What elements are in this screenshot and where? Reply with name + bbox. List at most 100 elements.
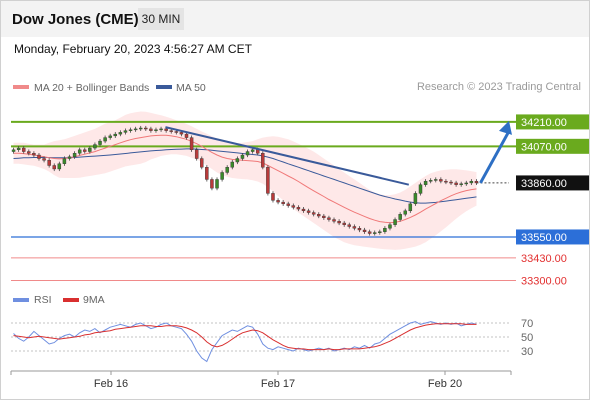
candle-body bbox=[21, 147, 26, 152]
candle bbox=[230, 159, 235, 170]
candle-body bbox=[27, 151, 31, 154]
candle bbox=[67, 154, 72, 161]
candle-body bbox=[367, 231, 372, 234]
candle-body bbox=[434, 179, 438, 181]
candle-body bbox=[210, 179, 214, 189]
candle bbox=[322, 213, 326, 220]
candle-body bbox=[408, 203, 413, 212]
candle-body bbox=[159, 128, 163, 131]
candle-body bbox=[225, 167, 229, 173]
candle-body bbox=[189, 137, 194, 151]
candle-body bbox=[47, 160, 51, 166]
candle-body bbox=[454, 182, 458, 185]
copyright-label: Research © 2023 Trading Central bbox=[416, 81, 581, 93]
level-label-34210.00: 34210.00 bbox=[521, 117, 567, 129]
candle-body bbox=[444, 180, 448, 183]
candle-body bbox=[378, 231, 382, 233]
candle bbox=[98, 139, 102, 147]
candle bbox=[444, 179, 448, 185]
candle bbox=[11, 147, 16, 154]
candle bbox=[286, 201, 290, 208]
candle-body bbox=[459, 183, 463, 185]
candle-body bbox=[423, 180, 428, 185]
candle-body bbox=[67, 156, 72, 159]
candle bbox=[362, 227, 367, 234]
candle bbox=[296, 205, 301, 212]
candle-body bbox=[413, 193, 418, 205]
candle-body bbox=[57, 163, 62, 170]
candle bbox=[240, 152, 245, 161]
candle bbox=[357, 226, 362, 233]
candle bbox=[398, 212, 402, 222]
candle bbox=[281, 200, 285, 206]
candle-body bbox=[32, 153, 36, 156]
candle bbox=[88, 145, 92, 154]
candle-body bbox=[118, 132, 123, 135]
candle-body bbox=[72, 153, 77, 157]
legend-9ma-swatch bbox=[63, 298, 79, 302]
legend-ma20-label: MA 20 + Bollinger Bands bbox=[34, 82, 149, 94]
candle bbox=[113, 132, 118, 138]
candle bbox=[118, 130, 123, 137]
ma50-line bbox=[13, 148, 477, 204]
bollinger-band bbox=[13, 111, 477, 250]
candle bbox=[347, 222, 352, 229]
candle bbox=[266, 165, 270, 196]
candle bbox=[220, 170, 224, 182]
candle bbox=[37, 152, 41, 161]
instrument-title: Dow Jones (CME) bbox=[12, 11, 139, 28]
candle bbox=[388, 222, 392, 231]
candle-body bbox=[179, 132, 184, 135]
candle bbox=[306, 208, 311, 215]
candle bbox=[93, 142, 97, 151]
candle bbox=[327, 215, 331, 222]
candle bbox=[42, 156, 46, 163]
candle-body bbox=[398, 214, 402, 220]
candle bbox=[311, 210, 316, 217]
candle-body bbox=[149, 128, 153, 131]
candle-body bbox=[240, 154, 245, 159]
candle-body bbox=[16, 147, 21, 151]
candle bbox=[301, 206, 306, 213]
rsi-tick-70: 70 bbox=[521, 318, 533, 330]
candle-body bbox=[11, 149, 16, 152]
candle-body bbox=[439, 179, 443, 182]
candle-body bbox=[128, 129, 133, 131]
candle-body bbox=[296, 207, 301, 210]
candle bbox=[418, 182, 423, 196]
candle-body bbox=[362, 229, 367, 232]
candle-body bbox=[133, 128, 138, 131]
rsi-tick-50: 50 bbox=[521, 332, 533, 344]
timeframe-badge[interactable]: 30 MIN bbox=[138, 8, 184, 30]
legend-ma50-label: MA 50 bbox=[176, 82, 206, 94]
candle bbox=[271, 191, 275, 203]
candle bbox=[200, 156, 204, 170]
candle-body bbox=[271, 193, 275, 201]
x-tick-label-Feb 20: Feb 20 bbox=[428, 378, 462, 390]
rsi-line bbox=[13, 321, 477, 363]
candle bbox=[383, 226, 387, 234]
level-label-34070.00: 34070.00 bbox=[521, 141, 567, 153]
x-tick-label-Feb 17: Feb 17 bbox=[261, 378, 295, 390]
candle-body bbox=[449, 181, 453, 184]
candle bbox=[408, 201, 413, 213]
candle bbox=[474, 179, 479, 186]
candle bbox=[317, 212, 321, 219]
forecast-arrow-shaft bbox=[479, 132, 510, 184]
candle-body bbox=[276, 200, 280, 203]
resistance-trendline bbox=[165, 126, 410, 186]
candle bbox=[133, 126, 138, 132]
level-label-bg-34070.00 bbox=[516, 138, 589, 154]
level-label-bg-33860.00 bbox=[516, 175, 589, 191]
candle bbox=[225, 165, 229, 175]
candle-body bbox=[215, 179, 219, 189]
candle-body bbox=[37, 154, 41, 159]
candle bbox=[434, 177, 438, 183]
candle-body bbox=[281, 201, 285, 205]
candle-body bbox=[383, 228, 387, 232]
x-tick-label-Feb 16: Feb 16 bbox=[94, 378, 128, 390]
candle-body bbox=[88, 147, 92, 152]
candle bbox=[428, 178, 433, 184]
candle bbox=[215, 177, 219, 191]
candle-body bbox=[347, 224, 352, 227]
